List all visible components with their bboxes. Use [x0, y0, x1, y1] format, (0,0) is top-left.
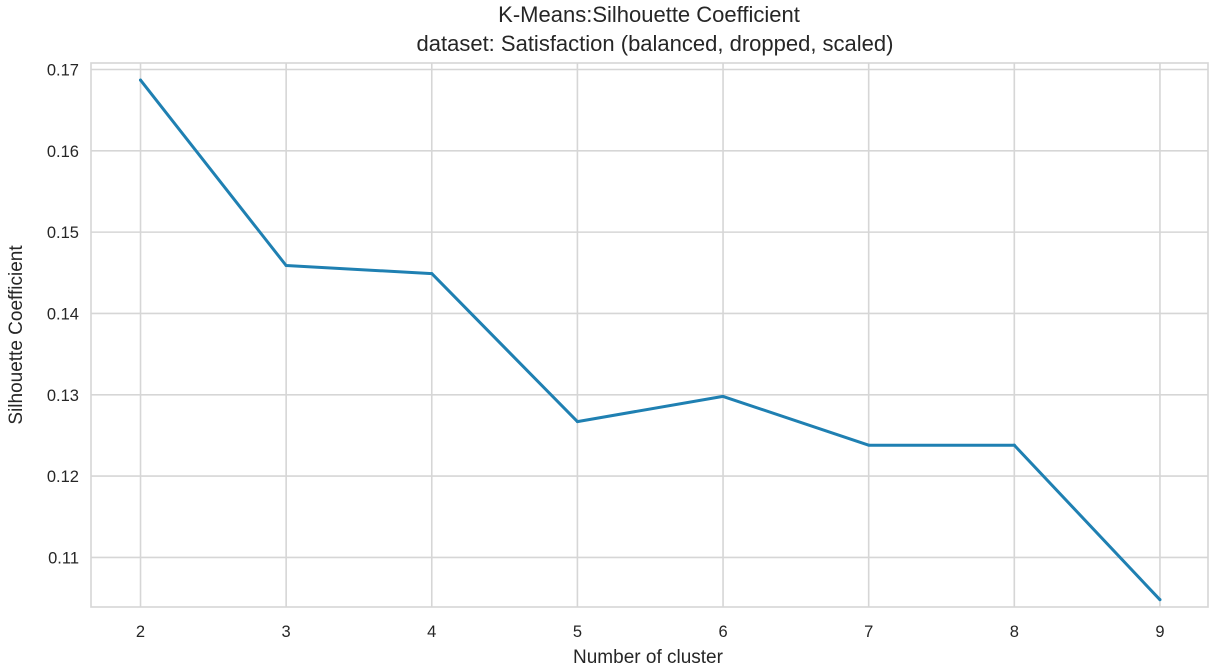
- chart-subtitle: dataset: Satisfaction (balanced, dropped…: [417, 31, 894, 56]
- chart-title: K-Means:Silhouette Coefficient: [498, 2, 800, 27]
- data-point: [867, 443, 871, 447]
- y-tick-labels: 0.11 0.12 0.13 0.14 0.15 0.16 0.17: [47, 62, 79, 568]
- data-point: [1158, 598, 1162, 602]
- y-tick-label: 0.17: [47, 62, 79, 80]
- x-axis-label: Number of cluster: [573, 647, 724, 668]
- x-tick-label: 5: [573, 623, 582, 641]
- grid: [91, 63, 1208, 607]
- series-layer: [139, 78, 1162, 602]
- y-axis-label: Silhouette Coefficient: [6, 245, 27, 425]
- data-point: [1012, 443, 1016, 447]
- data-point: [139, 78, 143, 82]
- data-point: [430, 272, 434, 276]
- y-tick-label: 0.14: [47, 305, 79, 323]
- x-tick-label: 6: [718, 623, 727, 641]
- x-tick-labels: 2 3 4 5 6 7 8 9: [136, 623, 1165, 641]
- data-point: [721, 394, 725, 398]
- x-tick-label: 4: [427, 623, 436, 641]
- y-tick-label: 0.16: [47, 143, 79, 161]
- y-tick-label: 0.13: [47, 387, 79, 405]
- y-tick-label: 0.12: [47, 468, 79, 486]
- data-point: [575, 420, 579, 424]
- x-tick-label: 8: [1010, 623, 1019, 641]
- data-point: [284, 263, 288, 267]
- x-tick-label: 9: [1155, 623, 1164, 641]
- x-tick-label: 2: [136, 623, 145, 641]
- x-tick-label: 7: [864, 623, 873, 641]
- y-tick-label: 0.11: [48, 549, 79, 567]
- plot-frame: [90, 62, 1209, 608]
- y-tick-label: 0.15: [47, 224, 79, 242]
- series-line: [139, 78, 1162, 602]
- x-tick-label: 3: [282, 623, 291, 641]
